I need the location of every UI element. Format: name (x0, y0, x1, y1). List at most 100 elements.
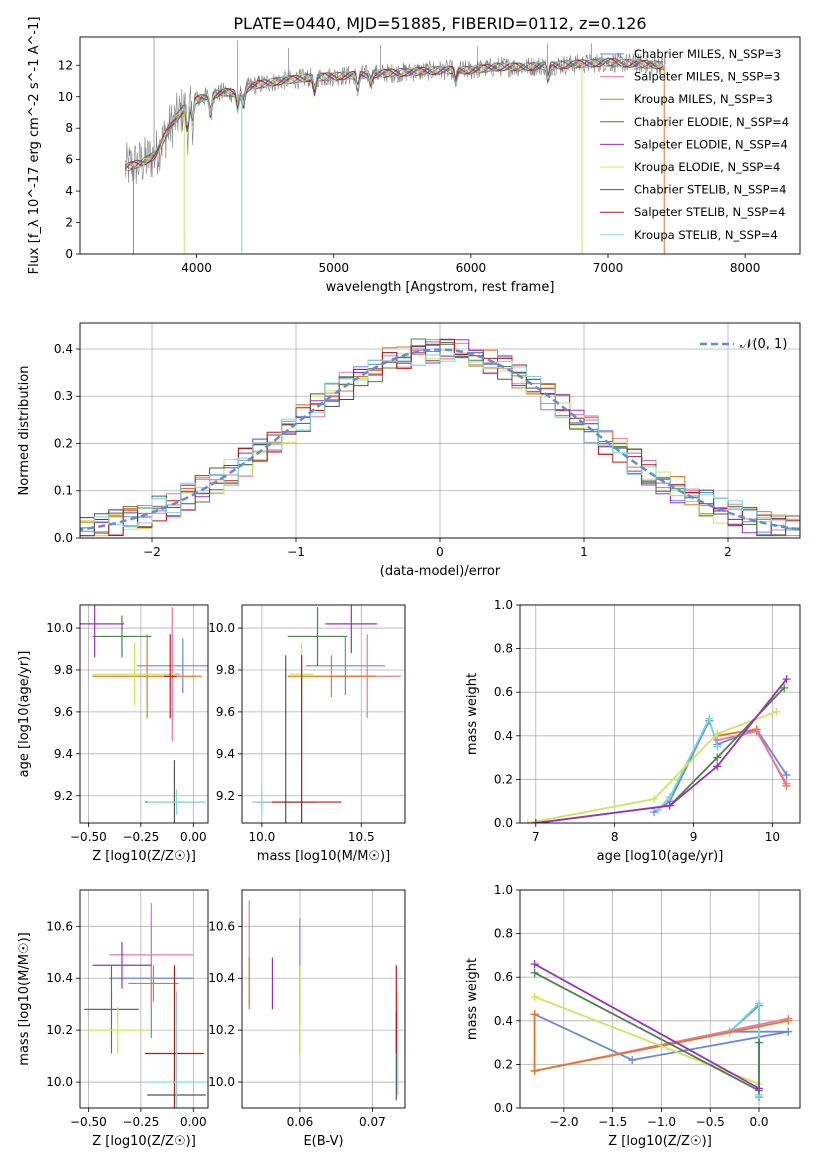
weight-marker (530, 960, 539, 969)
y-tick-label: 0.0 (54, 531, 73, 545)
y-axis-label: age [log10(age/yr)] (17, 651, 32, 778)
x-tick-label: −1.0 (647, 1115, 676, 1129)
spectrum-legend: Chabrier MILES, N_SSP=3 Salpeter MILES, N… (600, 47, 789, 242)
y-tick-label: 0.6 (494, 685, 513, 699)
mass_weight_vs_Z-plot-area (530, 960, 793, 1102)
y-tick-label: 0 (65, 247, 73, 261)
y-tick-label: 0.2 (494, 772, 513, 786)
weight-marker (782, 675, 791, 684)
mass_weight_vs_age-plot-area (523, 675, 791, 823)
weight-marker (530, 968, 539, 977)
y-tick-label: 10.0 (46, 621, 73, 635)
x-axis-label: Z [log10(Z/Z☉)] (92, 1134, 196, 1149)
spectrum-panel: 4000 5000 6000 7000 8000 0 2 4 6 8 10 12 wavelength … (27, 17, 801, 295)
axes-frame (241, 889, 406, 1109)
y-tick-label: 0.0 (494, 1101, 513, 1115)
y-tick-label: 9.8 (54, 663, 73, 677)
y-tick-label: 10.6 (46, 919, 73, 933)
y-axis-label: mass weight (465, 958, 480, 1040)
legend-entry: Salpeter STELIB, N_SSP=4 (634, 205, 785, 219)
y-tick-label: 10 (58, 90, 73, 104)
y-axis-label: mass weight (465, 673, 480, 755)
legend-entry: 𝒩(0, 1) (740, 337, 787, 352)
x-tick-label: 7000 (593, 261, 624, 275)
x-axis-label: mass [log10(M/M☉)] (257, 849, 390, 864)
y-tick-label: 2 (65, 216, 73, 230)
legend-entry: Kroupa ELODIE, N_SSP=4 (634, 160, 780, 174)
axes-frame (79, 322, 801, 539)
x-tick-label: 6000 (456, 261, 487, 275)
y-tick-label: 10.2 (46, 1023, 73, 1037)
residuals-panel: −2 −1 0 1 2 0.0 0.1 0.2 0.3 0.4 (data-model)/error… (17, 322, 801, 579)
y-tick-label: 0.1 (54, 484, 73, 498)
x-tick-label: 0.00 (180, 830, 207, 844)
y-tick-label: 0.2 (54, 436, 73, 450)
x-tick-label: 9 (690, 830, 698, 844)
weight-marker (780, 683, 789, 692)
x-axis-label: age [log10(age/yr)] (597, 849, 724, 864)
y-tick-label: 9.6 (54, 705, 73, 719)
x-tick-label: 8000 (730, 261, 761, 275)
y-tick-label: 9.4 (216, 747, 235, 761)
weight-line (657, 715, 719, 811)
weight-line (535, 678, 788, 823)
weight-marker (713, 729, 722, 738)
x-tick-label: 1 (580, 545, 588, 559)
x-tick-label: 7 (532, 830, 540, 844)
y-tick-label: 9.4 (54, 747, 73, 761)
normal-reference-curve (80, 348, 800, 531)
weight-marker (784, 1027, 793, 1036)
x-tick-label: −1.5 (598, 1115, 627, 1129)
x-axis-label: wavelength [Angstrom, rest frame] (326, 280, 555, 295)
weight-marker (782, 771, 791, 780)
y-tick-label: 9.6 (216, 705, 235, 719)
residuals-plot-area (80, 338, 800, 537)
weight-marker (523, 819, 532, 823)
y-tick-label: 10.0 (208, 1075, 235, 1089)
weight-marker (713, 753, 722, 762)
age_vs_mass-plot-area (251, 605, 402, 823)
y-tick-label: 0.8 (494, 642, 513, 656)
y-tick-label: 0.8 (494, 927, 513, 941)
age_vs_Z-plot-area (80, 605, 208, 823)
y-tick-label: 1.0 (494, 883, 513, 897)
legend-entry: Salpeter ELODIE, N_SSP=4 (634, 137, 788, 151)
axes-frame (79, 889, 209, 1109)
y-tick-label: 9.2 (216, 789, 235, 803)
x-axis-label: E(B-V) (303, 1134, 343, 1149)
y-tick-label: 6 (65, 153, 73, 167)
weight-marker (755, 1038, 764, 1047)
figure-title: PLATE=0440, MJD=51885, FIBERID=0112, z=0… (233, 14, 646, 33)
x-tick-label: 2 (724, 545, 732, 559)
weight-marker (650, 795, 659, 804)
weight-line (527, 710, 777, 823)
y-tick-label: 0.0 (494, 816, 513, 830)
weight-marker (665, 801, 674, 810)
legend-entry: Chabrier STELIB, N_SSP=4 (634, 183, 786, 197)
y-tick-label: 10.0 (208, 621, 235, 635)
x-tick-label: 4000 (181, 261, 212, 275)
y-tick-label: 10.0 (46, 1075, 73, 1089)
mass_weight_vs_Z-panel: −2.0 −1.5 −1.0 −0.5 0.0 0.0 0.2 0.4 0.6 0.8 1.0 Z [… (465, 883, 801, 1149)
weight-marker (705, 714, 714, 723)
y-tick-label: 10.4 (46, 971, 73, 985)
x-tick-label: 10 (765, 830, 780, 844)
legend-entry: Salpeter MILES, N_SSP=3 (634, 70, 780, 84)
weight-marker (531, 819, 540, 823)
x-tick-label: 0 (436, 545, 444, 559)
y-tick-label: 4 (65, 184, 73, 198)
y-tick-label: 0.4 (54, 342, 73, 356)
weight-marker (782, 779, 791, 788)
x-tick-label: 8 (611, 830, 619, 844)
y-tick-label: 1.0 (494, 598, 513, 612)
legend-entry: Chabrier MILES, N_SSP=3 (634, 47, 781, 61)
model-fit-line-chabrier_stelib (124, 58, 663, 170)
legend-entry: Chabrier ELODIE, N_SSP=4 (634, 115, 789, 129)
weight-marker (784, 1016, 793, 1025)
axes-frame (519, 889, 801, 1109)
x-tick-label: −0.5 (696, 1115, 725, 1129)
weight-line (534, 963, 760, 1090)
x-tick-label: −0.25 (122, 1115, 159, 1129)
y-axis-label: mass [log10(M/M☉)] (17, 932, 32, 1065)
